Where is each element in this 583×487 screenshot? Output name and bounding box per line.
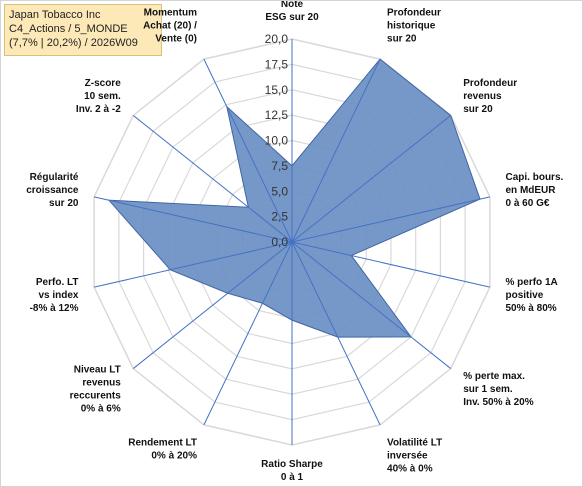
axis-label-line: vs index (38, 290, 78, 301)
title-line-3: (7,7% | 20,2%) / 2026W09 (9, 37, 138, 49)
chart-title-box: Japan Tobacco Inc C4_Actions / 5_MONDE (… (4, 4, 162, 56)
axis-label-line: historique (387, 20, 436, 31)
axis-label-line: croissance (26, 185, 79, 196)
tick-label: 12,5 (265, 108, 289, 122)
axis-label-line: Niveau LT (74, 365, 121, 376)
axis-label-line: 0% à 20% (151, 451, 197, 462)
axis-label-line: -8% à 12% (30, 303, 79, 314)
axis-spoke (291, 241, 491, 288)
axis-label-line: revenus (463, 91, 502, 102)
axis-label-line: 0 à 1 (281, 472, 304, 483)
axis-label-line: Momentum (144, 7, 197, 18)
axis-spoke (132, 115, 293, 243)
axis-label-line: sur 20 (387, 33, 417, 44)
axis-label-line: inversée (387, 451, 428, 462)
axis-label-line: Inv. 2 à -2 (76, 104, 121, 115)
axis-spoke (291, 58, 381, 243)
tick-label: 15,0 (265, 83, 289, 97)
axis-label-line: Ratio Sharpe (261, 459, 323, 470)
tick-label: 0,0 (271, 235, 288, 249)
axis-label-line: Profondeur (463, 78, 517, 89)
axis-label-line: Volatilité LT (387, 438, 442, 449)
axis-label: Perfo. LT vs index -8% à 12% (30, 277, 79, 314)
axis-label: Note ESG sur 20 (265, 1, 319, 23)
axis-label: Niveau LT revenus reccurents 0% à 6% (70, 365, 122, 415)
tick-label: 20,0 (265, 32, 289, 46)
axis-label-line: Perfo. LT (36, 277, 79, 288)
axis-label: Volatilité LT inversée 40% à 0% (387, 438, 442, 475)
axis-label-line: sur 1 sem. (463, 384, 513, 395)
axis-spoke (203, 58, 293, 243)
axis-label-line: Rendement LT (128, 438, 197, 449)
axis-label-line: Inv. 50% à 20% (463, 397, 534, 408)
axis-label-line: 0% à 6% (81, 404, 121, 415)
tick-label: 17,5 (265, 57, 289, 71)
axis-spoke (291, 196, 491, 243)
axis-label-line: sur 20 (49, 198, 79, 209)
axis-label-line: % perfo 1A (506, 277, 558, 288)
axis-label: Profondeur revenus sur 20 (463, 78, 517, 115)
axis-label-line: Régularité (30, 172, 79, 183)
axis-spoke (203, 241, 293, 426)
axis-label: Rendement LT 0% à 20% (128, 438, 197, 462)
axis-label-line: sur 20 (463, 104, 493, 115)
axis-label: Z-score 10 sem. Inv. 2 à -2 (76, 78, 121, 115)
axis-label-line: reccurents (70, 391, 122, 402)
axis-label-line: 50% à 80% (506, 303, 557, 314)
tick-label: 2,5 (271, 210, 288, 224)
title-line-2: C4_Actions / 5_MONDE (9, 23, 128, 35)
axis-label-line: 40% à 0% (387, 464, 433, 475)
axis-spoke (132, 241, 293, 369)
tick-label: 5,0 (271, 184, 288, 198)
axis-label-line: Achat (20) / (143, 20, 197, 31)
axis-label-line: positive (506, 290, 544, 301)
axis-label: Momentum Achat (20) / Vente (0) (143, 7, 197, 44)
axis-label-line: Profondeur (387, 7, 441, 18)
axis-label-line: en MdEUR (506, 185, 557, 196)
axis-label-line: 10 sem. (84, 91, 121, 102)
axis-label-line: % perte max. (463, 371, 525, 382)
axis-label: % perte max. sur 1 sem. Inv. 50% à 20% (463, 371, 534, 408)
axis-label-line: Vente (0) (155, 33, 197, 44)
axis-spoke (93, 196, 293, 243)
axis-label-line: Note (281, 1, 304, 10)
axis-label: Régularité croissance sur 20 (26, 172, 79, 209)
axis-label-line: revenus (82, 378, 121, 389)
axis-label-line: Z-score (85, 78, 122, 89)
axis-label: % perfo 1A positive 50% à 80% (506, 277, 558, 314)
series-area (107, 58, 481, 338)
title-line-1: Japan Tobacco Inc (9, 9, 101, 21)
axis-label-line: ESG sur 20 (265, 12, 319, 23)
tick-label: 7,5 (271, 159, 288, 173)
axis-label-line: Capi. bours. (506, 172, 564, 183)
axis-spoke (93, 241, 293, 288)
axis-spoke (291, 241, 381, 426)
axis-label-line: 0 à 60 G€ (506, 198, 550, 209)
axis-label: Ratio Sharpe 0 à 1 (261, 459, 323, 483)
axis-label: Capi. bours. en MdEUR 0 à 60 G€ (506, 172, 564, 209)
axis-spoke (291, 241, 452, 369)
axis-spoke (291, 115, 452, 243)
axis-label: Profondeur historique sur 20 (387, 7, 441, 44)
tick-label: 10,0 (265, 134, 289, 148)
